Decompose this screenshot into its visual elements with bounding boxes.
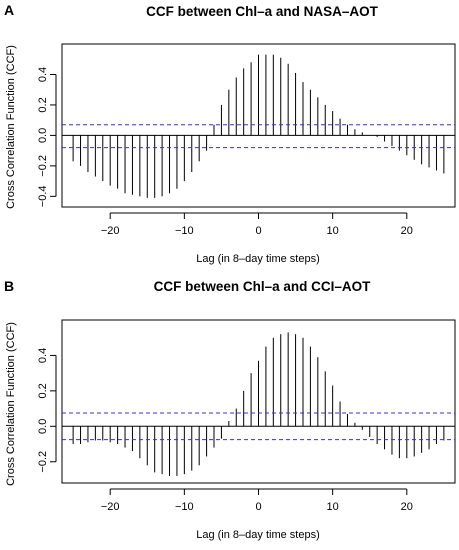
y-tick-label: −0.2 [37, 155, 49, 177]
x-tick-label: 10 [327, 225, 339, 237]
y-axis-label-a: Cross Correlation Function (CCF) [5, 45, 17, 209]
y-tick-label: 0.4 [37, 348, 49, 363]
y-tick-label: 0.2 [37, 383, 49, 398]
x-tick-label: 0 [255, 225, 261, 237]
y-axis-label-b: Cross Correlation Function (CCF) [5, 322, 17, 486]
x-tick-label: −10 [175, 501, 194, 513]
x-tick-label: 0 [255, 501, 261, 513]
chart-title-a: CCF between Chl–a and NASA–AOT [146, 4, 379, 19]
y-tick-label: 0.0 [37, 419, 49, 434]
x-axis-b: −20 −10 0 10 20 [101, 488, 413, 513]
x-tick-label: 10 [327, 501, 339, 513]
x-tick-label: 20 [401, 225, 413, 237]
x-tick-label: 20 [401, 501, 413, 513]
x-tick-label: −10 [175, 225, 194, 237]
y-tick-label: 0.2 [37, 97, 49, 112]
chart-panel-a: A CCF between Chl–a and NASA–AOT −20 −10 0… [4, 2, 456, 265]
x-axis-a: −20 −10 0 10 20 [101, 212, 413, 237]
plot-frame-b [61, 319, 456, 484]
plot-frame-a [61, 43, 456, 208]
y-tick-label: 0.0 [37, 128, 49, 143]
bars-a [62, 54, 455, 198]
y-tick-label: −0.2 [37, 451, 49, 473]
y-tick-label: −0.4 [37, 185, 49, 207]
y-axis-a: −0.4 −0.2 0.0 0.2 0.4 [37, 67, 57, 207]
chart-title-b: CCF between Chl–a and CCI–AOT [154, 279, 372, 294]
x-axis-label-a: Lag (in 8–day time steps) [196, 253, 320, 265]
confidence-bounds-a [62, 124, 455, 149]
panel-label-a: A [4, 2, 14, 18]
panel-label-b: B [4, 278, 14, 294]
y-axis-b: −0.2 0.0 0.2 0.4 [37, 348, 57, 473]
x-tick-label: −20 [101, 501, 120, 513]
confidence-bounds-b [62, 412, 455, 441]
bars-b [62, 332, 455, 476]
y-tick-label: 0.4 [37, 67, 49, 82]
x-axis-label-b: Lag (in 8–day time steps) [196, 529, 320, 541]
x-tick-label: −20 [101, 225, 120, 237]
chart-panel-b: B CCF between Chl–a and CCI–AOT −20 −10 0 1… [4, 278, 456, 541]
